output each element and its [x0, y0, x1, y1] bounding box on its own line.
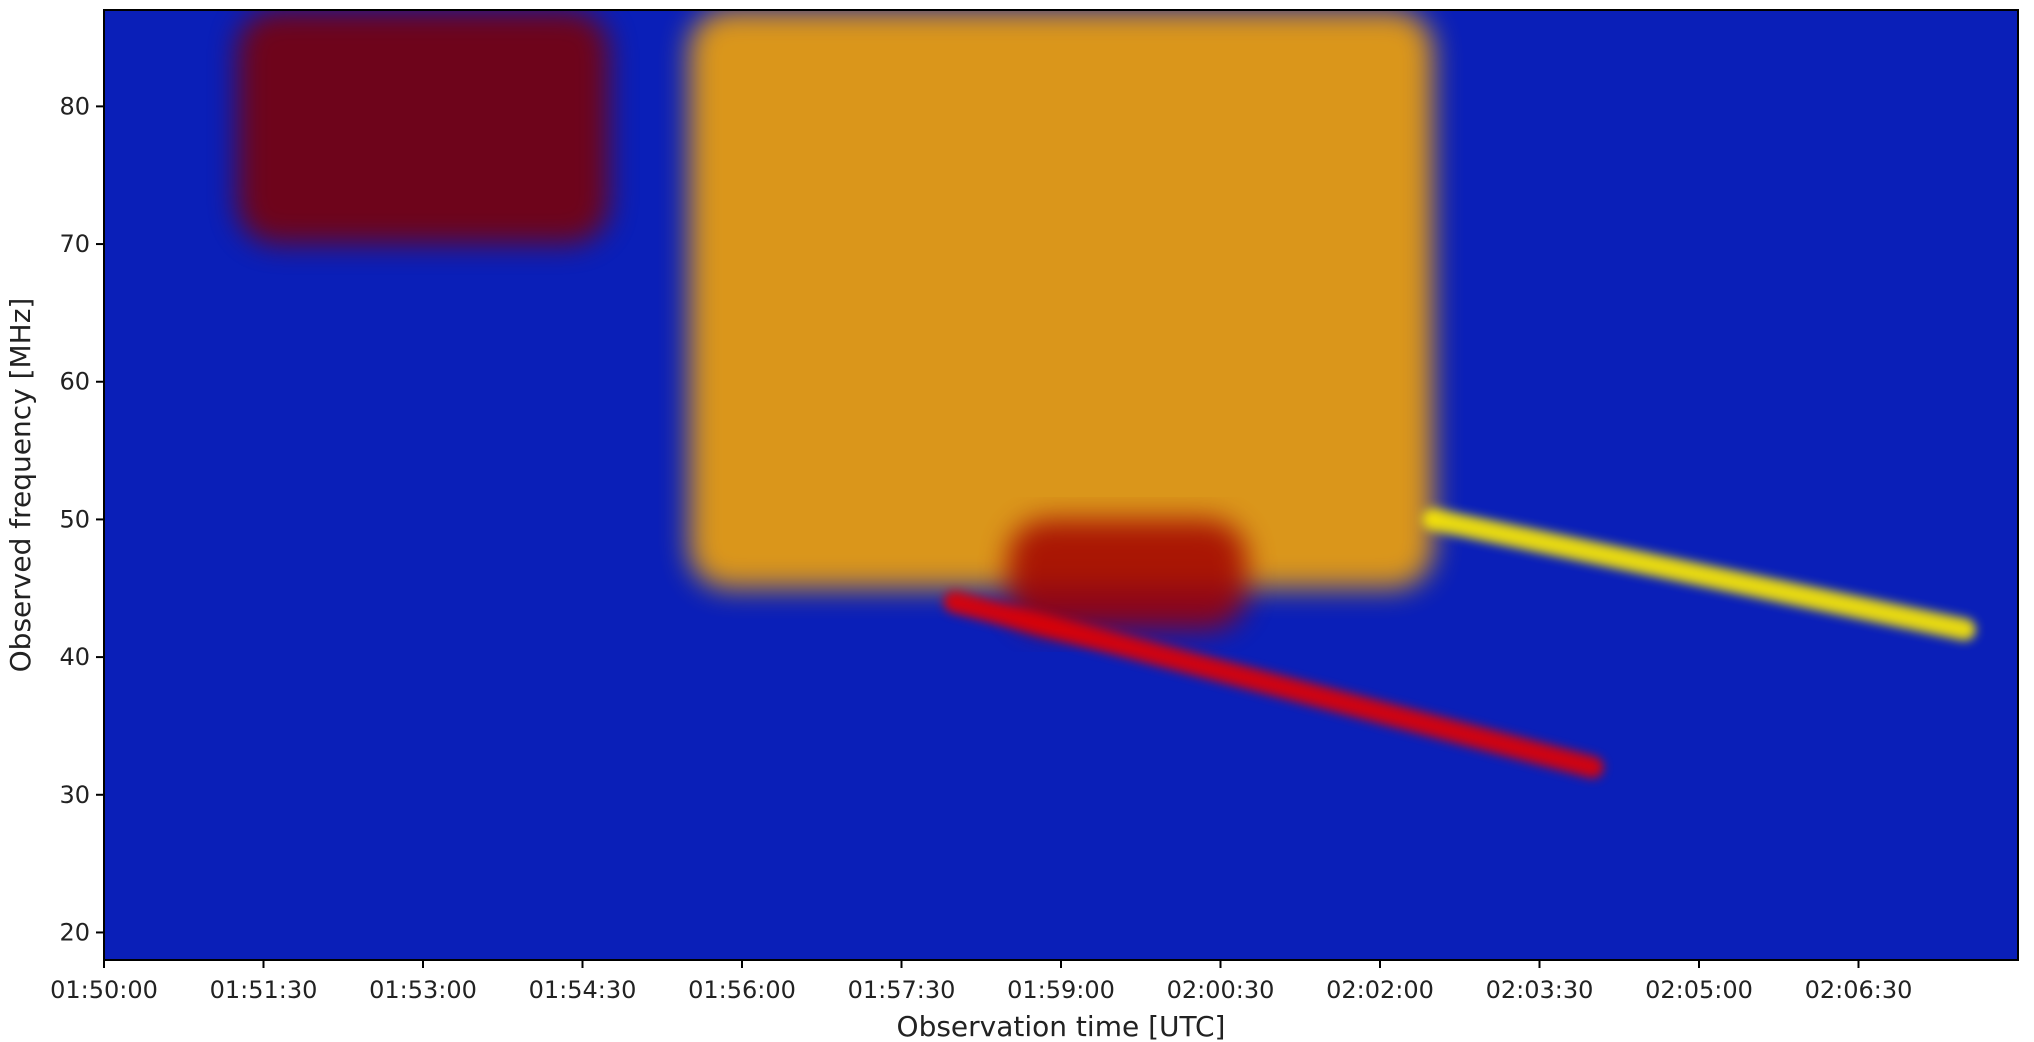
x-axis: 01:50:00 01:51:30 01:53:00 01:54:30 01:56:00… — [50, 960, 1912, 1004]
x-tick-label: 01:53:00 — [369, 976, 477, 1004]
x-tick-label: 02:00:30 — [1167, 976, 1275, 1004]
x-tick-label: 01:50:00 — [50, 976, 158, 1004]
y-tick-label: 20 — [59, 918, 90, 946]
y-tick-label: 30 — [59, 781, 90, 809]
x-tick-label: 01:56:00 — [688, 976, 796, 1004]
drift-burst — [1422, 508, 1976, 641]
y-tick-label: 60 — [59, 368, 90, 396]
x-tick-label: 02:03:30 — [1486, 976, 1594, 1004]
y-axis-label: Observed frequency [MHz] — [4, 298, 37, 673]
x-tick-label: 02:05:00 — [1645, 976, 1753, 1004]
x-tick-label: 02:06:30 — [1805, 976, 1913, 1004]
y-tick-label: 70 — [59, 230, 90, 258]
heat-band — [236, 10, 610, 245]
y-tick-label: 40 — [59, 643, 90, 671]
x-tick-label: 01:51:30 — [210, 976, 318, 1004]
x-tick-label: 01:59:00 — [1007, 976, 1115, 1004]
y-axis: 20 30 40 50 60 70 80 — [59, 92, 104, 946]
y-tick-label: 50 — [59, 505, 90, 533]
x-tick-label: 02:02:00 — [1326, 976, 1434, 1004]
y-tick-label: 80 — [59, 92, 90, 120]
x-axis-label: Observation time [UTC] — [897, 1010, 1226, 1042]
drift-burst — [943, 591, 1604, 779]
x-tick-label: 01:57:30 — [848, 976, 956, 1004]
spectrogram-heat-layer — [236, 10, 1976, 864]
x-tick-label: 01:54:30 — [529, 976, 637, 1004]
heat-band — [1007, 519, 1248, 630]
heat-band — [688, 10, 1434, 589]
